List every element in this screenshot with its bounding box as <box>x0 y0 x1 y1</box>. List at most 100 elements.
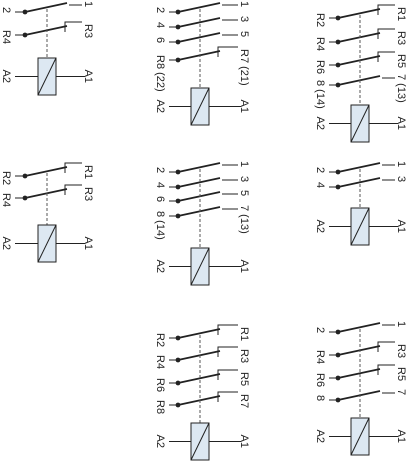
relay-diagram: R2 R1 R4 R3 A2 A1 <box>0 162 94 263</box>
contact-blade <box>24 166 68 177</box>
relay-diagram: 2 1 4 3 6 5 8 (14) 7 (13) A2 A1 <box>154 161 250 286</box>
contact-blade <box>177 17 221 28</box>
terminal-label: 2 <box>314 327 326 333</box>
coil-mark <box>350 104 370 143</box>
coil-mark <box>350 417 370 456</box>
terminal-label: R1 <box>238 327 250 341</box>
wire <box>377 4 395 15</box>
terminal-label: R5 <box>395 54 407 68</box>
terminal-label: 5 <box>238 190 250 196</box>
relay-diagram: 2 1 R4 R3 R6 R5 8 7 A2 A1 <box>314 321 407 456</box>
terminal-label: R7 <box>238 394 250 408</box>
terminal-label: A1 <box>238 435 250 448</box>
terminal-label: R4 <box>314 350 326 364</box>
wire <box>217 391 238 402</box>
terminal-label: 6 <box>154 37 166 43</box>
wire <box>217 346 238 357</box>
contact-blade <box>177 2 221 13</box>
coil-mark <box>37 57 57 96</box>
relay-diagram: 2 1 R4 R3 A2 A1 <box>0 1 94 96</box>
wire <box>64 162 82 173</box>
coil-mark <box>190 247 210 286</box>
wire <box>217 369 238 380</box>
terminal-label: A1 <box>395 430 407 443</box>
terminal-label: A1 <box>238 100 250 113</box>
terminal-label: A1 <box>238 260 250 273</box>
contact-blade <box>337 177 381 188</box>
terminal-label: R1 <box>82 165 94 179</box>
terminal-label: A1 <box>82 70 94 83</box>
contact-blade <box>337 75 381 86</box>
relay-diagram: 2 1 4 3 A2 A1 <box>314 161 407 246</box>
contact-blade <box>337 55 381 66</box>
terminal-label: 1 <box>395 161 407 167</box>
terminal-label: R2 <box>154 333 166 347</box>
terminal-label: R4 <box>314 37 326 51</box>
terminal-label: 4 <box>154 22 166 28</box>
contact-blade <box>337 345 381 356</box>
contact-blade <box>177 328 221 339</box>
terminal-label: R3 <box>82 24 94 38</box>
terminal-label: 2 <box>154 7 166 13</box>
contact-blade <box>177 350 221 361</box>
wire <box>377 341 395 352</box>
terminal-label: R3 <box>395 31 407 45</box>
wire <box>217 324 238 335</box>
wire <box>64 184 82 195</box>
terminal-label: 1 <box>82 1 94 7</box>
contact-blade <box>337 32 381 43</box>
wire <box>377 364 395 375</box>
terminal-label: R2 <box>314 13 326 27</box>
terminal-label: 8 (14) <box>314 80 326 109</box>
contact-blade <box>177 191 221 202</box>
terminal-label: R3 <box>82 187 94 201</box>
relay-diagram: 2 1 4 3 6 5 R8 (22) R7 (21) A2 A1 <box>154 1 250 126</box>
terminal-label: 3 <box>395 176 407 182</box>
terminal-label: 8 <box>314 395 326 401</box>
contact-blade <box>177 373 221 384</box>
terminal-label: R8 (22) <box>154 55 166 92</box>
terminal-label: R4 <box>154 355 166 369</box>
contact-blade <box>177 177 221 188</box>
terminal-label: 7 (13) <box>238 205 250 234</box>
contact-blade <box>24 2 68 13</box>
terminal-label: R6 <box>314 373 326 387</box>
terminal-label: 1 <box>238 161 250 167</box>
terminal-label: A2 <box>314 117 326 130</box>
contact-blade <box>337 8 381 19</box>
terminal-label: A1 <box>82 237 94 250</box>
wire <box>377 28 395 39</box>
terminal-label: A2 <box>154 435 166 448</box>
relay-diagram: R2 R1 R4 R3 R6 R5 R8 R7 A2 A1 <box>154 324 250 461</box>
contact-blade <box>337 368 381 379</box>
terminal-label: A2 <box>0 237 12 250</box>
contact-blade <box>24 188 68 199</box>
terminal-label: 1 <box>395 321 407 327</box>
terminal-label: R6 <box>314 60 326 74</box>
coil-mark <box>190 87 210 126</box>
contact-blade <box>337 162 381 173</box>
contact-blade <box>177 50 221 61</box>
terminal-label: A2 <box>154 100 166 113</box>
relay-diagram: R2 R1 R4 R3 R6 R5 8 (14) 7 (13) A2 A1 <box>314 4 407 143</box>
coil-mark <box>350 207 370 246</box>
contact-blade <box>24 25 68 36</box>
terminal-label: 7 (13) <box>395 74 407 103</box>
terminal-label: R5 <box>238 372 250 386</box>
terminal-label: 7 <box>395 389 407 395</box>
terminal-label: A2 <box>0 70 12 83</box>
contact-blade <box>337 390 381 401</box>
terminal-label: R4 <box>0 30 12 44</box>
contact-blade <box>177 206 221 217</box>
wire <box>217 46 238 57</box>
terminal-label: 6 <box>154 196 166 202</box>
terminal-label: R5 <box>395 367 407 381</box>
terminal-label: 4 <box>154 182 166 188</box>
contact-blade <box>177 162 221 173</box>
terminal-label: R4 <box>0 193 12 207</box>
terminal-label: R3 <box>395 344 407 358</box>
terminal-label: R2 <box>0 171 12 185</box>
terminal-label: 8 (14) <box>154 211 166 240</box>
terminal-label: R8 <box>154 400 166 414</box>
terminal-label: 2 <box>154 167 166 173</box>
